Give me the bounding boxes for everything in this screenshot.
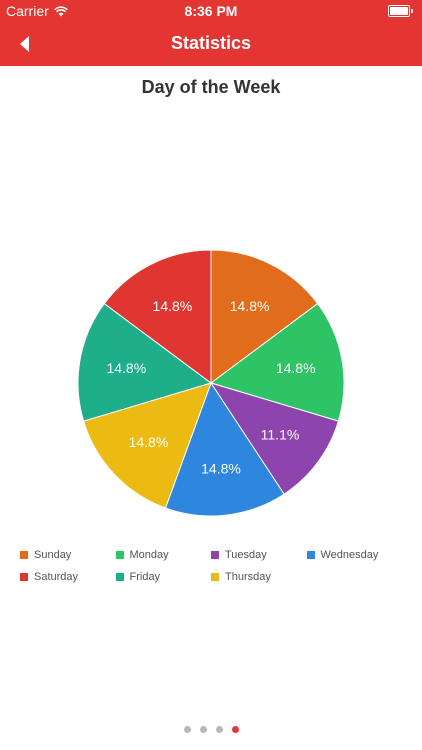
pie-slice-monday: [209, 302, 345, 422]
pie-slice-wednesday: [164, 381, 285, 517]
back-button[interactable]: [10, 29, 40, 59]
page-title: Statistics: [170, 33, 252, 53]
page-dot[interactable]: [199, 726, 207, 733]
legend-swatch: [211, 573, 219, 581]
legend-swatch: [20, 573, 28, 581]
legend-item-tuesday: Tuesday: [211, 544, 307, 566]
pie-chart: 14.8% 14.8% 11.1% 14.8% 14.8% 14.8% 14.8%: [77, 249, 345, 517]
slice-label-thursday: 14.8%: [129, 434, 169, 450]
pie-slice-thursday: [82, 382, 212, 509]
legend-swatch: [20, 551, 28, 559]
legend-item-wednesday: Wednesday: [306, 544, 403, 566]
page-dot[interactable]: [231, 726, 239, 733]
pie-slice-saturday: [103, 249, 212, 384]
legend-item-monday: Monday: [115, 544, 212, 566]
slice-label-tuesday: 11.1%: [261, 426, 300, 442]
legend-item-friday: Friday: [115, 566, 212, 588]
legend-item-sunday: Sunday: [20, 544, 116, 566]
chevron-left-icon: [20, 36, 29, 52]
legend-row: Saturday Friday Thursday: [20, 566, 410, 588]
legend-label: Thursday: [225, 571, 271, 583]
legend-label: Wednesday: [320, 549, 379, 561]
slice-label-friday: 14.8%: [106, 360, 146, 376]
navigation-bar: Statistics: [0, 22, 422, 66]
legend-item-saturday: Saturday: [20, 566, 116, 588]
legend-label: Friday: [129, 571, 161, 583]
legend-swatch: [306, 551, 315, 559]
slice-label-sunday: 14.8%: [230, 298, 270, 314]
slice-label-saturday: 14.8%: [153, 298, 193, 314]
pie-slice-friday: [77, 302, 213, 422]
pie-slice-tuesday: [209, 382, 340, 495]
legend-label: Sunday: [34, 549, 72, 561]
legend-swatch: [115, 551, 124, 559]
page-dot[interactable]: [183, 726, 191, 733]
status-bar: Carrier 8:36 PM: [0, 0, 422, 22]
legend-swatch: [211, 551, 219, 559]
carrier-indicator: Carrier: [6, 3, 68, 19]
wifi-icon: [53, 5, 68, 16]
legend-row: Sunday Monday Tuesday Wednesday: [20, 544, 410, 566]
page-dot[interactable]: [215, 726, 223, 733]
legend-item-thursday: Thursday: [211, 566, 307, 588]
battery-icon: [388, 5, 413, 17]
slice-label-wednesday: 14.8%: [201, 460, 241, 476]
clock: 8:36 PM: [184, 3, 238, 19]
chart-legend: Sunday Monday Tuesday Wednesday Saturday Frid…: [20, 544, 410, 588]
legend-label: Monday: [129, 549, 169, 561]
chart-title: Day of the Week: [141, 77, 281, 97]
page-indicator: [0, 726, 422, 733]
carrier-label: Carrier: [6, 3, 49, 19]
legend-swatch: [115, 573, 124, 581]
pie-slice-sunday: [210, 249, 319, 384]
legend-label: Tuesday: [225, 549, 267, 561]
slice-label-monday: 14.8%: [276, 360, 316, 376]
legend-label: Saturday: [34, 571, 79, 583]
